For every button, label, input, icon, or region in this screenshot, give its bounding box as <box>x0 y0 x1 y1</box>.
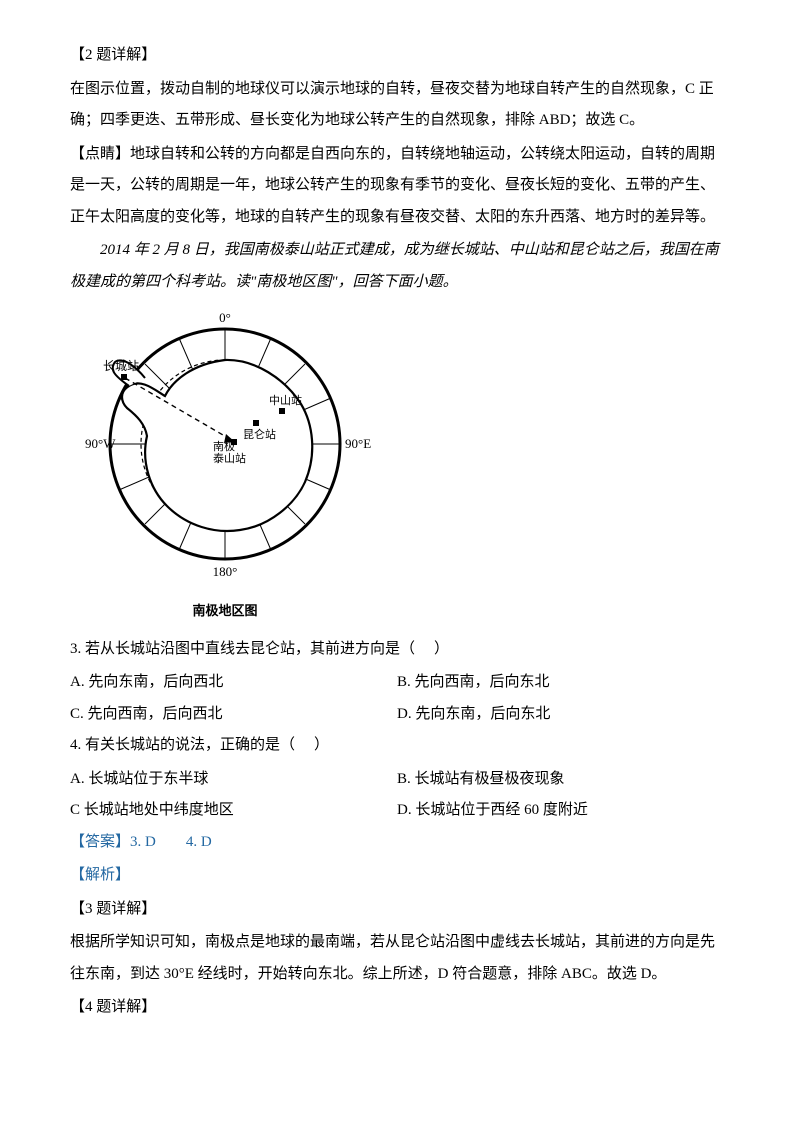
map-label-left: 90°W <box>85 436 116 451</box>
map-station-zs: 中山站 <box>269 393 302 407</box>
sec3-p1: 根据所学知识可知，南极点是地球的最南端，若从昆仑站沿图中虚线去长城站，其前进的方… <box>70 927 724 990</box>
q4-opt-a: A. 长城站位于东半球 <box>70 764 397 796</box>
map-station-ts: 泰山站 <box>213 451 246 465</box>
sec2-tip: 【点睛】地球自转和公转的方向都是自西向东的，自转绕地轴运动，公转绕太阳运动，自转… <box>70 139 724 234</box>
q3-stem: 3. 若从长城站沿图中直线去昆仑站，其前进方向是 <box>70 641 400 657</box>
q3-opt-d: D. 先向东南，后向东北 <box>397 699 724 731</box>
map-svg: 0° 180° 90°W 90°E 长城站 泰山站 中山站 昆仑站 南极 <box>75 304 375 584</box>
map-center-label: 南极 <box>213 439 235 453</box>
context-para: 2014 年 2 月 8 日，我国南极泰山站正式建成，成为继长城站、中山站和昆仑… <box>70 235 724 298</box>
q3-opt-b: B. 先向西南，后向东北 <box>397 667 724 699</box>
map-label-top: 0° <box>219 310 231 325</box>
antarctic-map: 0° 180° 90°W 90°E 长城站 泰山站 中山站 昆仑站 南极 南极地… <box>70 304 380 624</box>
q3-opt-c: C. 先向西南，后向西北 <box>70 699 397 731</box>
map-station-kl: 昆仑站 <box>243 427 276 441</box>
map-caption: 南极地区图 <box>70 597 380 624</box>
q3-paren: （ ） <box>400 641 451 657</box>
q4-opt-b: B. 长城站有极昼极夜现象 <box>397 764 724 796</box>
analysis-label: 【解析】 <box>70 860 724 892</box>
sec4-heading: 【4 题详解】 <box>70 992 724 1024</box>
map-label-right: 90°E <box>345 436 371 451</box>
q4-opt-c: C 长城站地处中纬度地区 <box>70 795 397 827</box>
map-station-cc: 长城站 <box>103 359 139 373</box>
sec2-p1: 在图示位置，拨动自制的地球仪可以演示地球的自转，昼夜交替为地球自转产生的自然现象… <box>70 74 724 137</box>
q3-opt-a: A. 先向东南，后向西北 <box>70 667 397 699</box>
q4-paren: （ ） <box>280 737 331 753</box>
map-label-bottom: 180° <box>213 564 238 579</box>
answer-line: 【答案】3. D 4. D <box>70 827 724 859</box>
sec3-heading: 【3 题详解】 <box>70 894 724 926</box>
q3-stem-row: 3. 若从长城站沿图中直线去昆仑站，其前进方向是（ ） <box>70 634 724 666</box>
q4-stem: 4. 有关长城站的说法，正确的是 <box>70 737 280 753</box>
sec2-heading: 【2 题详解】 <box>70 40 724 72</box>
q4-opt-d: D. 长城站位于西经 60 度附近 <box>397 795 724 827</box>
q4-stem-row: 4. 有关长城站的说法，正确的是（ ） <box>70 730 724 762</box>
